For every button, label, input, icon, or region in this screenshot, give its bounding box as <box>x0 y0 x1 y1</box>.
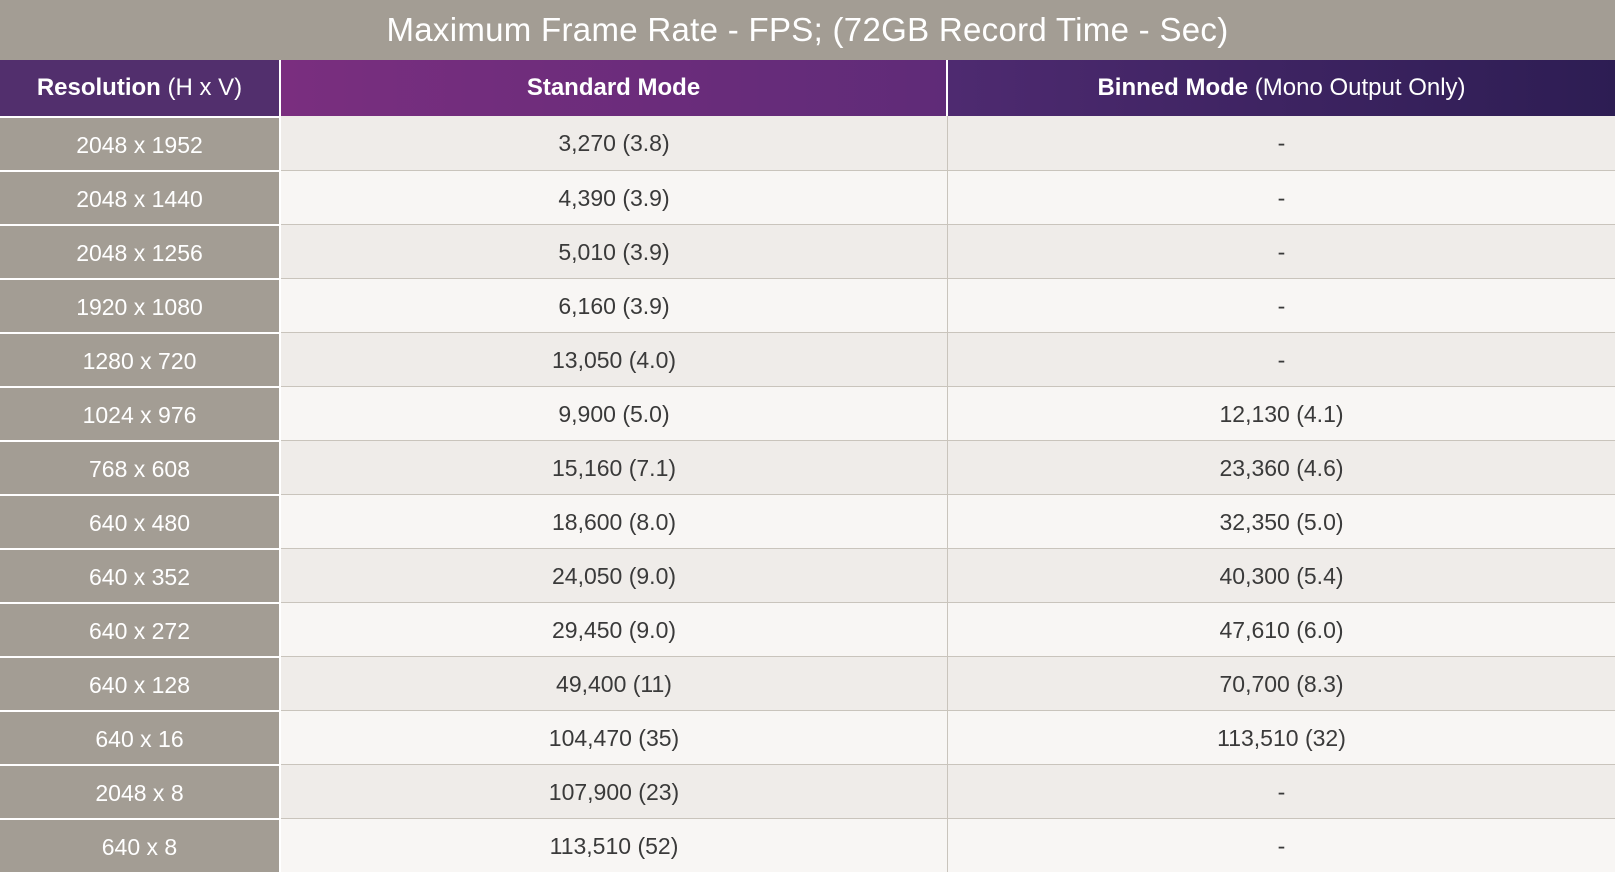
header-binned-mode: Binned Mode (Mono Output Only) <box>948 60 1615 116</box>
resolution-cell: 2048 x 1952 <box>0 116 281 170</box>
header-resolution-bold: Resolution <box>37 74 161 101</box>
binned-mode-cell: - <box>948 818 1615 872</box>
table-row: 1920 x 10806,160 (3.9)- <box>0 278 1615 332</box>
standard-mode-cell: 49,400 (11) <box>281 656 948 710</box>
frame-rate-table: Maximum Frame Rate - FPS; (72GB Record T… <box>0 0 1615 872</box>
standard-mode-cell: 9,900 (5.0) <box>281 386 948 440</box>
standard-mode-cell: 113,510 (52) <box>281 818 948 872</box>
resolution-cell: 640 x 8 <box>0 818 281 872</box>
binned-mode-cell: - <box>948 332 1615 386</box>
table-row: 640 x 35224,050 (9.0)40,300 (5.4) <box>0 548 1615 602</box>
table-row: 640 x 27229,450 (9.0)47,610 (6.0) <box>0 602 1615 656</box>
resolution-cell: 2048 x 1440 <box>0 170 281 224</box>
resolution-cell: 640 x 352 <box>0 548 281 602</box>
standard-mode-cell: 5,010 (3.9) <box>281 224 948 278</box>
table-row: 2048 x 8107,900 (23)- <box>0 764 1615 818</box>
standard-mode-cell: 24,050 (9.0) <box>281 548 948 602</box>
resolution-cell: 640 x 128 <box>0 656 281 710</box>
header-binned-bold: Binned Mode <box>1097 74 1248 101</box>
standard-mode-cell: 13,050 (4.0) <box>281 332 948 386</box>
standard-mode-cell: 15,160 (7.1) <box>281 440 948 494</box>
standard-mode-cell: 107,900 (23) <box>281 764 948 818</box>
resolution-cell: 640 x 16 <box>0 710 281 764</box>
resolution-cell: 1024 x 976 <box>0 386 281 440</box>
resolution-cell: 768 x 608 <box>0 440 281 494</box>
binned-mode-cell: 40,300 (5.4) <box>948 548 1615 602</box>
header-resolution-rest: (H x V) <box>161 74 242 101</box>
binned-mode-cell: - <box>948 764 1615 818</box>
header-binned-rest: (Mono Output Only) <box>1248 74 1465 101</box>
table-row: 640 x 48018,600 (8.0)32,350 (5.0) <box>0 494 1615 548</box>
table-row: 2048 x 19523,270 (3.8)- <box>0 116 1615 170</box>
standard-mode-cell: 104,470 (35) <box>281 710 948 764</box>
binned-mode-cell: 32,350 (5.0) <box>948 494 1615 548</box>
binned-mode-cell: - <box>948 278 1615 332</box>
resolution-cell: 2048 x 1256 <box>0 224 281 278</box>
table-body: 2048 x 19523,270 (3.8)-2048 x 14404,390 … <box>0 116 1615 872</box>
binned-mode-cell: - <box>948 224 1615 278</box>
table-title: Maximum Frame Rate - FPS; (72GB Record T… <box>0 0 1615 60</box>
table-row: 640 x 8113,510 (52)- <box>0 818 1615 872</box>
binned-mode-cell: 47,610 (6.0) <box>948 602 1615 656</box>
table-header-row: Resolution (H x V) Standard Mode Binned … <box>0 60 1615 116</box>
table-row: 2048 x 12565,010 (3.9)- <box>0 224 1615 278</box>
standard-mode-cell: 3,270 (3.8) <box>281 116 948 170</box>
resolution-cell: 640 x 480 <box>0 494 281 548</box>
table-row: 1280 x 72013,050 (4.0)- <box>0 332 1615 386</box>
binned-mode-cell: 23,360 (4.6) <box>948 440 1615 494</box>
resolution-cell: 2048 x 8 <box>0 764 281 818</box>
table-row: 640 x 12849,400 (11)70,700 (8.3) <box>0 656 1615 710</box>
table-row: 640 x 16104,470 (35)113,510 (32) <box>0 710 1615 764</box>
standard-mode-cell: 6,160 (3.9) <box>281 278 948 332</box>
binned-mode-cell: 113,510 (32) <box>948 710 1615 764</box>
header-standard-mode: Standard Mode <box>281 60 948 116</box>
binned-mode-cell: 12,130 (4.1) <box>948 386 1615 440</box>
resolution-cell: 1920 x 1080 <box>0 278 281 332</box>
resolution-cell: 640 x 272 <box>0 602 281 656</box>
standard-mode-cell: 29,450 (9.0) <box>281 602 948 656</box>
table-row: 1024 x 9769,900 (5.0)12,130 (4.1) <box>0 386 1615 440</box>
binned-mode-cell: 70,700 (8.3) <box>948 656 1615 710</box>
binned-mode-cell: - <box>948 170 1615 224</box>
standard-mode-cell: 4,390 (3.9) <box>281 170 948 224</box>
standard-mode-cell: 18,600 (8.0) <box>281 494 948 548</box>
resolution-cell: 1280 x 720 <box>0 332 281 386</box>
header-resolution: Resolution (H x V) <box>0 60 281 116</box>
binned-mode-cell: - <box>948 116 1615 170</box>
table-row: 768 x 60815,160 (7.1)23,360 (4.6) <box>0 440 1615 494</box>
table-row: 2048 x 14404,390 (3.9)- <box>0 170 1615 224</box>
